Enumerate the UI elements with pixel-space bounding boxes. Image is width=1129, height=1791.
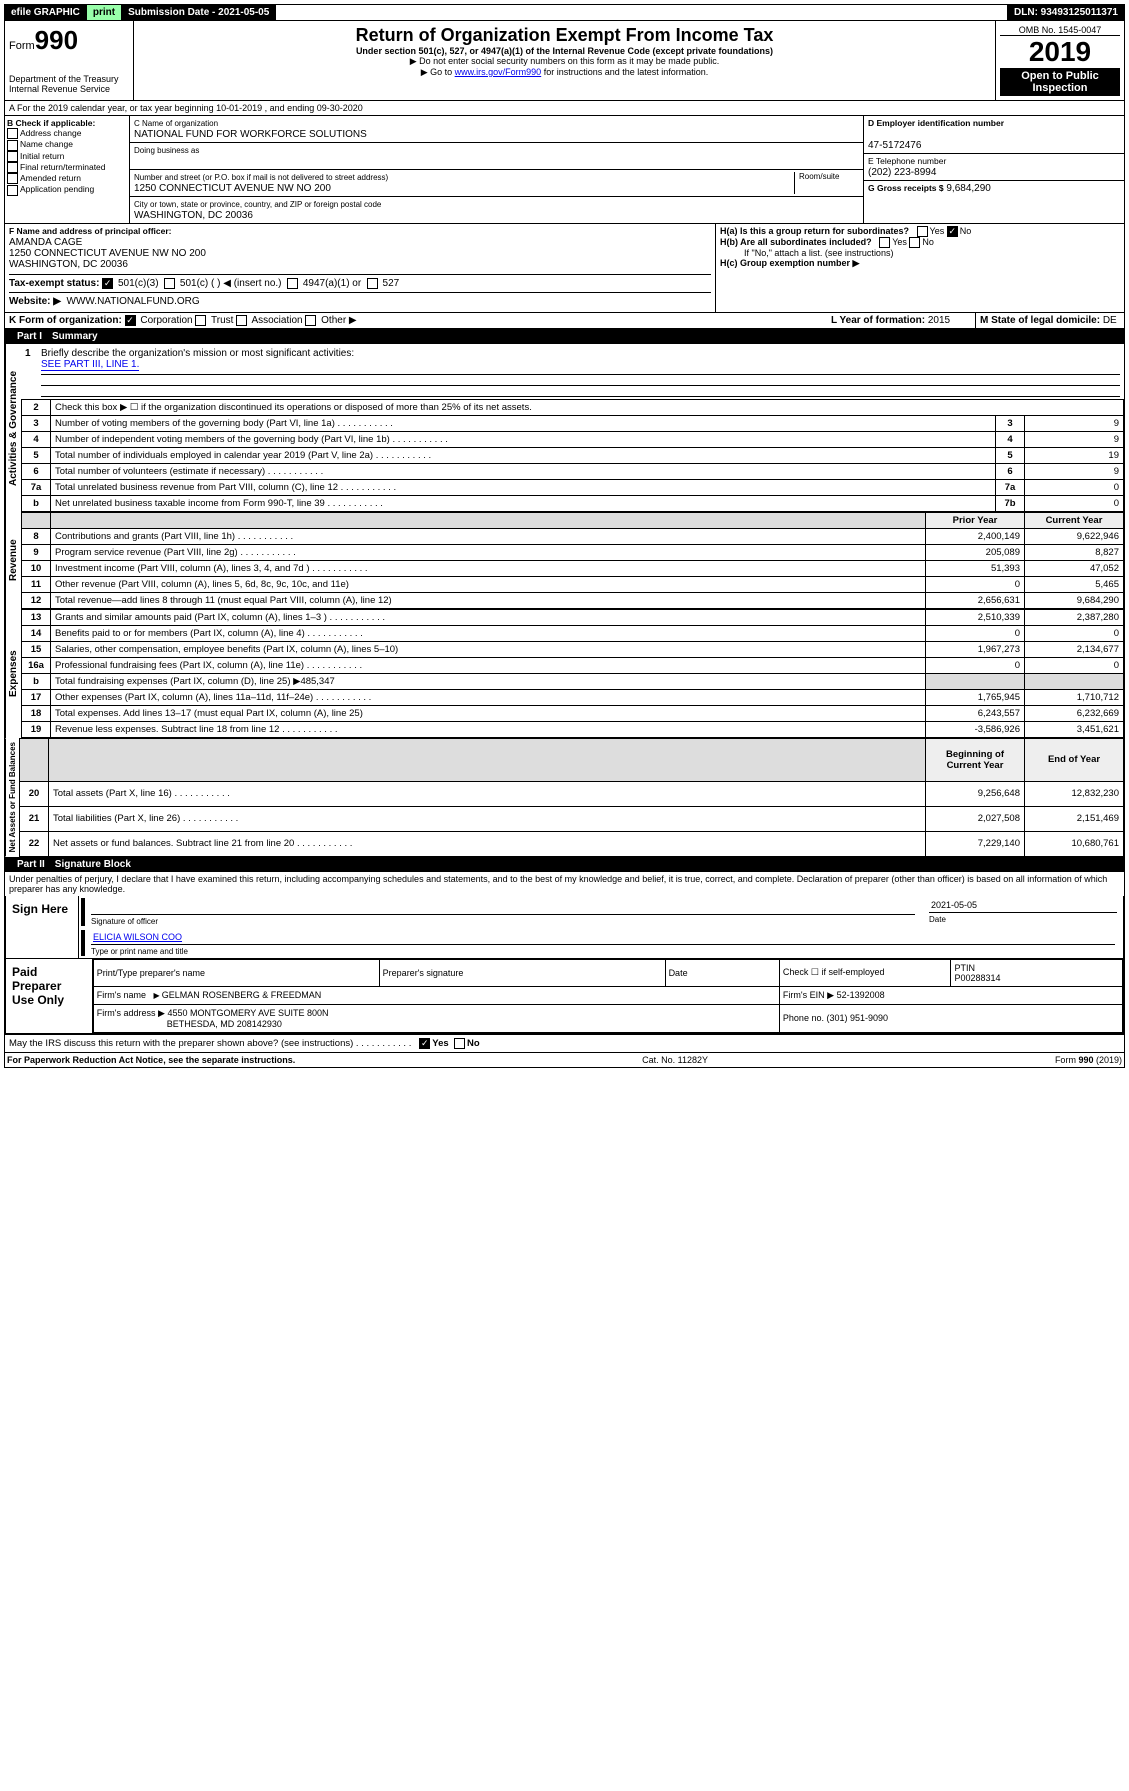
top-toolbar: efile GRAPHIC print Submission Date - 20… (4, 4, 1125, 21)
form-subtitle: Under section 501(c), 527, or 4947(a)(1)… (138, 46, 991, 56)
form-990: Form990 Department of the Treasury Inter… (4, 21, 1125, 1068)
efile-label: efile GRAPHIC (5, 5, 87, 20)
ein-field: D Employer identification number 47-5172… (864, 116, 1124, 154)
open-inspection: Open to Public Inspection (1000, 68, 1120, 96)
form-number: Form990 (9, 25, 129, 56)
omb-number: OMB No. 1545-0047 (1000, 25, 1120, 36)
checkbox-501c3[interactable]: ✓ (102, 278, 113, 289)
check-b: B Check if applicable: Address change Na… (5, 116, 130, 223)
cat-no: Cat. No. 11282Y (642, 1055, 708, 1065)
pra-notice: For Paperwork Reduction Act Notice, see … (7, 1055, 295, 1065)
form-title: Return of Organization Exempt From Incom… (138, 25, 991, 46)
dln-label: DLN: 93493125011371 (1007, 5, 1124, 20)
address-field: Number and street (or P.O. box if mail i… (130, 170, 863, 197)
print-button[interactable]: print (87, 5, 122, 20)
form-note1: ▶ Do not enter social security numbers o… (138, 56, 991, 67)
domicile-m: M State of legal domicile: DE (976, 313, 1124, 328)
group-h-note: If "No," attach a list. (see instruction… (720, 248, 1120, 258)
activities-governance: Activities & Governance 1 Briefly descri… (5, 344, 1124, 512)
paid-preparer-label: Paid Preparer Use Only (6, 959, 93, 1033)
line-a: A For the 2019 calendar year, or tax yea… (5, 101, 1124, 116)
form-note2: ▶ Go to www.irs.gov/Form990 for instruct… (138, 67, 991, 78)
form-header: Form990 Department of the Treasury Inter… (5, 21, 1124, 101)
vert-rev: Revenue (5, 512, 21, 609)
discuss-no-checkbox[interactable] (454, 1038, 465, 1049)
vert-nab: Net Assets or Fund Balances (5, 738, 19, 856)
net-assets-section: Net Assets or Fund Balances Beginning of… (5, 738, 1124, 856)
discuss-line: May the IRS discuss this return with the… (5, 1034, 1124, 1052)
group-h-b: H(b) Are all subordinates included? Yes … (720, 237, 1120, 248)
gross-receipts: G Gross receipts $ 9,684,290 (864, 181, 1124, 196)
tax-exempt-i: Tax-exempt status: ✓ 501(c)(3) 501(c) ( … (9, 275, 711, 293)
dba-field: Doing business as (130, 143, 863, 170)
dept-label: Department of the Treasury (9, 74, 129, 84)
line-k-l-m: K Form of organization: ✓ Corporation Tr… (5, 313, 1124, 329)
sign-here-label: Sign Here (6, 896, 79, 958)
part-1-header: Part ISummary (5, 329, 1124, 344)
officer-name-link[interactable]: ELICIA WILSON COO (93, 932, 182, 942)
discuss-yes-checkbox[interactable]: ✓ (419, 1038, 430, 1049)
irs-label: Internal Revenue Service (9, 84, 129, 94)
entity-section: B Check if applicable: Address change Na… (5, 116, 1124, 224)
form-org-k: K Form of organization: ✓ Corporation Tr… (5, 313, 827, 328)
form-ref: Form 990 (2019) (1055, 1055, 1122, 1065)
line-1: Briefly describe the organization's miss… (41, 348, 354, 359)
sign-here-block: Sign Here Signature of officer 2021-05-0… (5, 896, 1124, 959)
expenses-section: Expenses 13Grants and similar amounts pa… (5, 609, 1124, 738)
group-h-a: H(a) Is this a group return for subordin… (720, 226, 1120, 237)
officer-f: F Name and address of principal officer:… (9, 226, 711, 275)
group-h-c: H(c) Group exemption number ▶ (720, 258, 1120, 269)
submission-date: Submission Date - 2021-05-05 (122, 5, 276, 20)
vert-ag: Activities & Governance (5, 344, 21, 512)
officer-group-section: F Name and address of principal officer:… (5, 224, 1124, 313)
perjury-statement: Under penalties of perjury, I declare th… (5, 872, 1124, 896)
vert-exp: Expenses (5, 609, 21, 738)
page-footer: For Paperwork Reduction Act Notice, see … (5, 1052, 1124, 1067)
org-name-field: C Name of organization NATIONAL FUND FOR… (130, 116, 863, 143)
form990-link[interactable]: www.irs.gov/Form990 (455, 67, 542, 77)
summary-table-ag: 2Check this box ▶ ☐ if the organization … (21, 399, 1124, 512)
year-l: L Year of formation: 2015 (827, 313, 976, 328)
paid-preparer-block: Paid Preparer Use Only Print/Type prepar… (5, 959, 1124, 1034)
website-j: Website: ▶ WWW.NATIONALFUND.ORG (9, 293, 711, 310)
line-1-value: SEE PART III, LINE 1. (41, 359, 139, 371)
part-2-header: Part IISignature Block (5, 857, 1124, 872)
revenue-section: Revenue Prior YearCurrent Year 8Contribu… (5, 512, 1124, 609)
tax-year: 2019 (1000, 36, 1120, 68)
city-field: City or town, state or province, country… (130, 197, 863, 223)
phone-field: E Telephone number (202) 223-8994 (864, 154, 1124, 181)
